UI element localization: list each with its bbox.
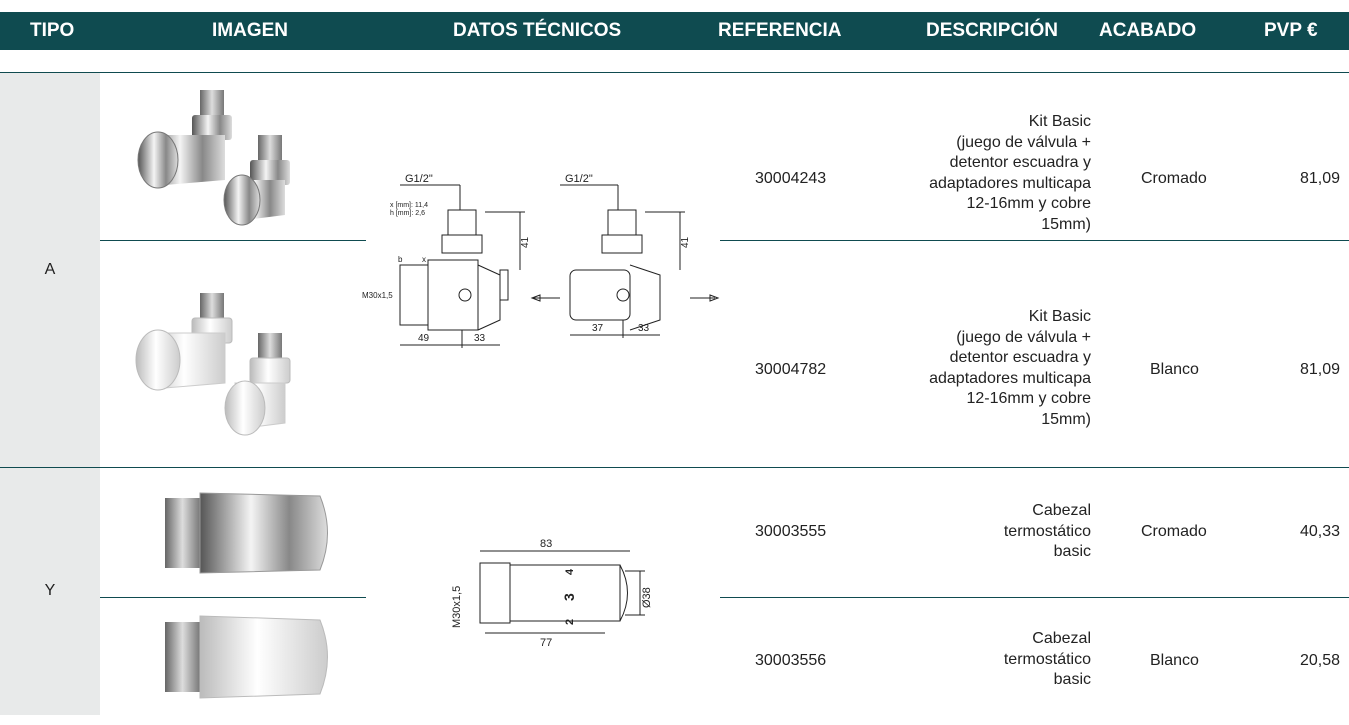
- drawing-label: 33: [474, 333, 486, 344]
- pvp: 81,09: [1299, 169, 1340, 187]
- tipo: A: [44, 260, 56, 278]
- header-bar: [0, 12, 1349, 50]
- row-rule: [0, 72, 1349, 73]
- referencia: 30004243: [755, 169, 827, 187]
- tipo-column: [0, 72, 100, 715]
- drawing-label: M30x1,5: [362, 291, 393, 300]
- descripcion: Cabezal termostático basic: [1004, 501, 1091, 563]
- descripcion-line: (juego de válvula +: [956, 133, 1091, 151]
- drawing-label: h [mm]: 2,6: [390, 210, 425, 217]
- drawing-label: 49: [418, 333, 430, 344]
- drawing-label: 41: [680, 236, 691, 248]
- descripcion-line: 15mm): [1041, 215, 1091, 233]
- product-image: [165, 492, 328, 574]
- header-cell: REFERENCIA: [718, 20, 842, 41]
- drawing-label: x [mm]: 11,4: [390, 202, 428, 209]
- drawing-label: Ø38: [641, 587, 653, 608]
- drawing-label: M30x1,5: [451, 586, 463, 628]
- header-cell: TIPO: [30, 20, 75, 41]
- descripcion-line: termostático: [1003, 522, 1091, 540]
- descripcion-line: detentor escuadra y: [949, 349, 1091, 366]
- pvp: 40,33: [1299, 523, 1340, 540]
- pvp: 81,09: [1299, 361, 1340, 378]
- header-cell: IMAGEN: [212, 20, 288, 41]
- acabado: Blanco: [1150, 361, 1199, 378]
- drawing-label: 83: [540, 538, 552, 550]
- product-image: [137, 90, 290, 226]
- descripcion-line: adaptadores multicapa: [929, 369, 1091, 387]
- pvp: 20,58: [1299, 652, 1340, 669]
- product-image: [135, 293, 291, 436]
- acabado: Cromado: [1141, 523, 1207, 540]
- row-rule: [100, 240, 366, 241]
- descripcion-line: basic: [1053, 543, 1091, 560]
- descripcion-line: 12-16mm y cobre: [966, 195, 1092, 212]
- drawing-label: x: [422, 255, 426, 264]
- drawing-label: 4: [564, 568, 576, 575]
- descripcion-line: (juego de válvula +: [956, 328, 1091, 346]
- header-cell: PVP €: [1264, 20, 1318, 41]
- descripcion-line: Kit Basic: [1028, 308, 1091, 325]
- descripcion-line: 12-16mm y cobre: [966, 390, 1092, 407]
- header-cell: DESCRIPCIÓN: [926, 20, 1058, 41]
- row-rule: [100, 597, 366, 598]
- acabado: Blanco: [1150, 652, 1199, 669]
- descripcion-line: Kit Basic: [1028, 113, 1091, 130]
- drawing-label: 2: [564, 619, 576, 625]
- technical-drawing: G1/2" x [mm]: 11,4 h [mm]: 2,6 b x M30x1…: [362, 173, 720, 348]
- descripcion-line: basic: [1053, 671, 1091, 688]
- header-cell: DATOS TÉCNICOS: [453, 20, 622, 41]
- header-cell: ACABADO: [1099, 20, 1197, 41]
- drawing-label: 3: [561, 593, 577, 601]
- descripcion-line: 15mm): [1041, 410, 1091, 428]
- drawing-label: 77: [540, 637, 552, 649]
- drawing-label: b: [398, 255, 403, 264]
- descripcion-line: Cabezal: [1032, 630, 1091, 647]
- referencia: 30003555: [755, 523, 827, 540]
- descripcion: Kit Basic (juego de válvula + detentor esc…: [929, 112, 1091, 235]
- descripcion: Cabezal termostático basic: [1004, 629, 1091, 691]
- referencia: 30003556: [755, 652, 827, 669]
- descripcion-line: detentor escuadra y: [949, 154, 1091, 171]
- descripcion-line: Cabezal: [1032, 502, 1091, 519]
- drawing-label: 33: [638, 323, 650, 334]
- acabado: Cromado: [1141, 169, 1207, 187]
- descripcion: Kit Basic (juego de válvula + detentor esc…: [929, 307, 1091, 430]
- row-rule: [0, 467, 1349, 468]
- drawing-label: G1/2": [565, 173, 593, 185]
- row-rule: [720, 240, 1349, 241]
- referencia: 30004782: [755, 361, 827, 378]
- descripcion-line: termostático: [1003, 650, 1091, 668]
- drawing-label: G1/2": [405, 173, 433, 185]
- descripcion-line: adaptadores multicapa: [929, 174, 1091, 192]
- drawing-label: 41: [520, 236, 531, 248]
- drawing-label: 37: [592, 323, 604, 334]
- product-image: [165, 615, 328, 699]
- technical-drawing: 83 M30x1,5 Ø38 4 3 2 77: [451, 538, 653, 649]
- tipo: Y: [44, 582, 56, 599]
- row-rule: [720, 597, 1349, 598]
